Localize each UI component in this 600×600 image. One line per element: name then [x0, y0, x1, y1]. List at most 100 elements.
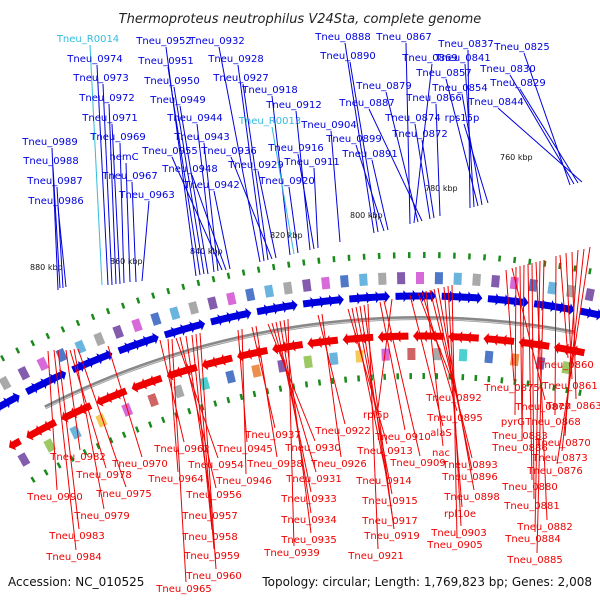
gene-label[interactable]: Tneu_0944: [166, 113, 222, 124]
gene-label[interactable]: Tneu_0939: [263, 548, 319, 559]
forward-gene-item[interactable]: rps15p: [445, 113, 489, 204]
gene-label[interactable]: Tneu_0951: [137, 56, 193, 67]
reverse-gene-item[interactable]: Tneu_0960: [185, 332, 242, 582]
gene-label[interactable]: Tneu_0837: [437, 39, 493, 50]
gene-label[interactable]: Tneu_0952: [135, 36, 191, 47]
reverse-gene-item[interactable]: nac: [425, 290, 450, 459]
forward-gene-item[interactable]: Tneu_0948: [161, 164, 227, 271]
gene-label[interactable]: Tneu_0955: [141, 146, 197, 157]
reverse-gene-item[interactable]: Tneu_0934: [279, 320, 337, 526]
reverse-gene-item[interactable]: Tneu_0909: [383, 300, 446, 469]
forward-gene-item[interactable]: Tneu_R0013: [238, 116, 301, 255]
reverse-gene-item[interactable]: Tneu_0926: [310, 313, 367, 470]
reverse-gene-item[interactable]: Tneu_0913: [347, 308, 413, 457]
gene-label[interactable]: Tneu_0844: [467, 97, 523, 108]
forward-gene-item[interactable]: Tneu_0942: [183, 180, 240, 270]
reverse-gene-item[interactable]: Tneu_0917: [359, 305, 418, 527]
reverse-gene-item[interactable]: Tneu_0983: [48, 349, 105, 542]
gene-label[interactable]: Tneu_R0014: [56, 34, 119, 45]
gene-label[interactable]: Tneu_0974: [66, 54, 122, 65]
reverse-gene-item[interactable]: alaS: [409, 294, 452, 439]
forward-gene-item[interactable]: Tneu_0920: [258, 176, 315, 254]
gene-label[interactable]: Tneu_0937: [244, 430, 300, 441]
forward-gene-item[interactable]: Tneu_0974: [66, 54, 123, 286]
gene-label[interactable]: Tneu_0911: [283, 157, 339, 168]
gene-label[interactable]: Tneu_0978: [75, 470, 131, 481]
gene-label[interactable]: Tneu_0863: [545, 401, 600, 412]
forward-gene-item[interactable]: hemC: [109, 152, 139, 283]
gene-label[interactable]: alaS: [430, 428, 451, 439]
forward-gene-item[interactable]: Tneu_0890: [319, 51, 379, 233]
forward-gene-item[interactable]: Tneu_0911: [283, 157, 340, 249]
gene-label[interactable]: Tneu_0875: [483, 383, 539, 394]
reverse-gene-item[interactable]: Tneu_0957: [181, 335, 238, 522]
reverse-gene-item[interactable]: Tneu_0883: [491, 265, 548, 442]
gene-label[interactable]: Tneu_0868: [524, 417, 580, 428]
gene-label[interactable]: Tneu_0915: [361, 496, 417, 507]
gene-label[interactable]: Tneu_0869: [401, 53, 457, 64]
gene-label[interactable]: Tneu_0965: [155, 584, 211, 595]
gene-label[interactable]: Tneu_0888: [314, 32, 370, 43]
gene-label[interactable]: Tneu_0867: [375, 32, 431, 43]
reverse-gene-item[interactable]: Tneu_0954: [175, 337, 244, 471]
gene-label[interactable]: Tneu_R0013: [238, 116, 301, 127]
gene-label[interactable]: pyrG: [501, 417, 525, 428]
reverse-gene-item[interactable]: Tneu_0958: [181, 334, 238, 543]
gene-label[interactable]: Tneu_0970: [111, 459, 167, 470]
gene-label[interactable]: Tneu_0954: [187, 460, 243, 471]
forward-gene-item[interactable]: Tneu_R0014: [56, 34, 119, 286]
gene-label[interactable]: Tneu_0986: [27, 196, 83, 207]
gene-label[interactable]: Tneu_0957: [181, 511, 237, 522]
gene-label[interactable]: Tneu_0988: [22, 156, 78, 167]
gene-label[interactable]: Tneu_0829: [489, 78, 545, 89]
gene-label[interactable]: Tneu_0979: [73, 511, 129, 522]
reverse-gene-item[interactable]: Tneu_0970: [107, 345, 168, 470]
reverse-gene-item[interactable]: Tneu_0880: [501, 263, 558, 493]
gene-label[interactable]: Tneu_0912: [265, 100, 321, 111]
gene-label[interactable]: Tneu_0950: [143, 76, 199, 87]
forward-gene-item[interactable]: Tneu_0874: [384, 113, 441, 220]
gene-label[interactable]: Tneu_0943: [173, 132, 229, 143]
reverse-gene-item[interactable]: Tneu_0876: [526, 246, 591, 477]
gene-label[interactable]: Tneu_0884: [504, 534, 560, 545]
gene-label[interactable]: Tneu_0975: [95, 489, 151, 500]
forward-gene-item[interactable]: Tneu_0829: [489, 78, 579, 184]
reverse-gene-item[interactable]: Tneu_0990: [26, 350, 83, 503]
reverse-gene-item[interactable]: Tneu_0946: [215, 328, 272, 487]
gene-label[interactable]: Tneu_0934: [280, 515, 336, 526]
reverse-gene-item[interactable]: pyrG: [501, 266, 525, 428]
reverse-gene-item[interactable]: Tneu_0984: [45, 349, 102, 563]
forward-gene-item[interactable]: Tneu_0872: [391, 129, 448, 219]
reverse-gene-item[interactable]: Tneu_0873: [531, 248, 588, 464]
gene-label[interactable]: Tneu_0935: [280, 535, 336, 546]
reverse-gene-item[interactable]: Tneu_0964: [147, 338, 204, 485]
gene-label[interactable]: Tneu_0990: [26, 492, 82, 503]
reverse-gene-item[interactable]: Tneu_0959: [183, 333, 240, 562]
reverse-gene-item[interactable]: Tneu_0965: [155, 338, 212, 595]
gene-label[interactable]: Tneu_0881: [503, 501, 559, 512]
forward-gene-item[interactable]: Tneu_0912: [265, 100, 322, 251]
reverse-gene-item[interactable]: Tneu_0982: [49, 349, 106, 463]
gene-label[interactable]: Tneu_0927: [212, 73, 268, 84]
gene-label[interactable]: Tneu_0942: [183, 180, 239, 191]
gene-label[interactable]: Tneu_0926: [310, 459, 366, 470]
forward-gene-item[interactable]: Tneu_0857: [415, 68, 479, 207]
gene-label[interactable]: Tneu_0958: [181, 532, 237, 543]
forward-gene-item[interactable]: Tneu_0887: [338, 98, 423, 222]
gene-label[interactable]: Tneu_0825: [493, 42, 549, 53]
reverse-gene-item[interactable]: Tneu_0868: [524, 255, 581, 428]
gene-label[interactable]: Tneu_0931: [285, 474, 341, 485]
forward-gene-item[interactable]: Tneu_0927: [212, 73, 269, 261]
gene-label[interactable]: Tneu_0918: [241, 85, 297, 96]
gene-label[interactable]: hemC: [109, 152, 138, 163]
gene-label[interactable]: Tneu_0916: [267, 143, 323, 154]
forward-gene-item[interactable]: Tneu_0904: [300, 120, 357, 243]
gene-label[interactable]: Tneu_0872: [391, 129, 447, 140]
gene-label[interactable]: Tneu_0945: [216, 444, 272, 455]
gene-label[interactable]: Tneu_0971: [81, 113, 137, 124]
gene-label[interactable]: Tneu_0983: [48, 531, 104, 542]
gene-label[interactable]: Tneu_0921: [347, 551, 403, 562]
gene-label[interactable]: Tneu_0910: [374, 432, 430, 443]
gene-label[interactable]: Tneu_0879: [355, 81, 411, 92]
reverse-gene-item[interactable]: Tneu_0915: [355, 306, 418, 507]
